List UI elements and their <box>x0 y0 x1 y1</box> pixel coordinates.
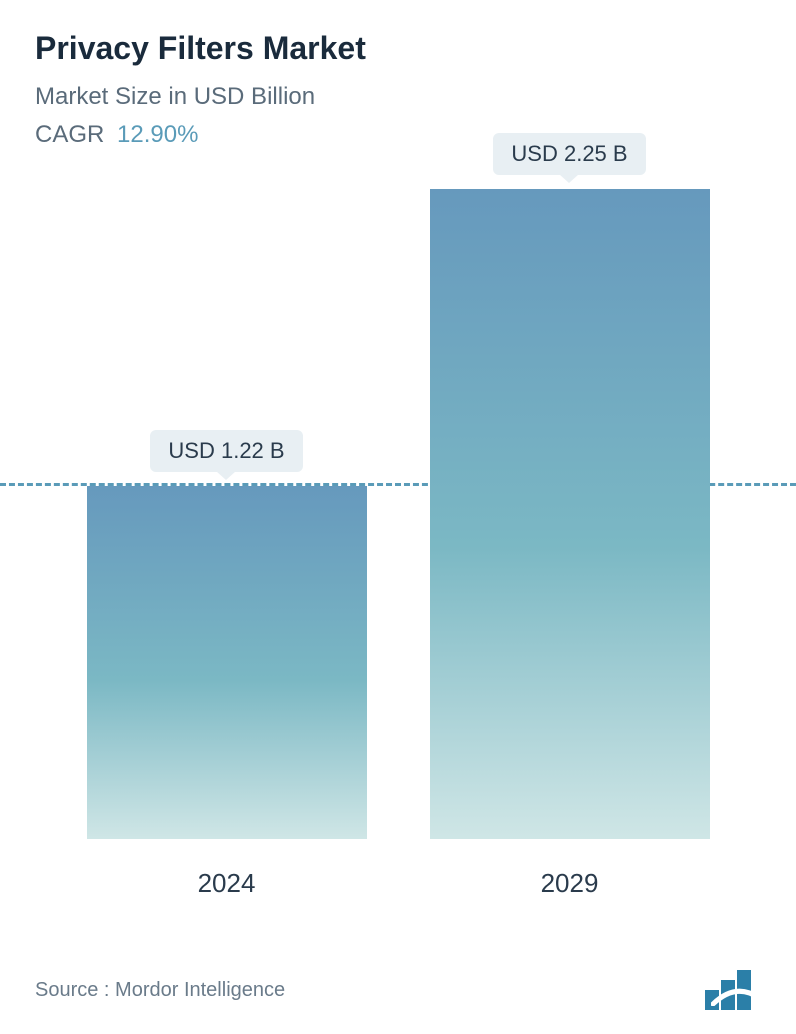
chart-area: USD 1.22 B USD 2.25 B 2024 2029 <box>35 179 761 899</box>
bar-group-2024: USD 1.22 B <box>82 430 372 839</box>
footer: Source : Mordor Intelligence <box>35 970 761 1010</box>
bar-group-2029: USD 2.25 B <box>425 133 715 839</box>
page-title: Privacy Filters Market <box>35 30 761 67</box>
chart-subtitle: Market Size in USD Billion <box>35 83 761 111</box>
cagr-value: 12.90% <box>117 121 198 148</box>
source-text: Source : Mordor Intelligence <box>35 979 285 1002</box>
value-label-2024: USD 1.22 B <box>150 430 302 472</box>
bar-2029 <box>430 189 710 839</box>
value-label-2029: USD 2.25 B <box>493 133 645 175</box>
bar-2024 <box>87 486 367 839</box>
x-label-2024: 2024 <box>82 868 372 899</box>
cagr-label: CAGR <box>35 121 104 148</box>
chart-container: Privacy Filters Market Market Size in US… <box>0 0 796 1034</box>
x-axis-labels: 2024 2029 <box>35 868 761 899</box>
logo-swoosh-icon <box>711 988 761 1006</box>
mordor-logo-icon <box>705 970 761 1010</box>
bars-wrapper: USD 1.22 B USD 2.25 B <box>35 179 761 839</box>
x-label-2029: 2029 <box>425 868 715 899</box>
